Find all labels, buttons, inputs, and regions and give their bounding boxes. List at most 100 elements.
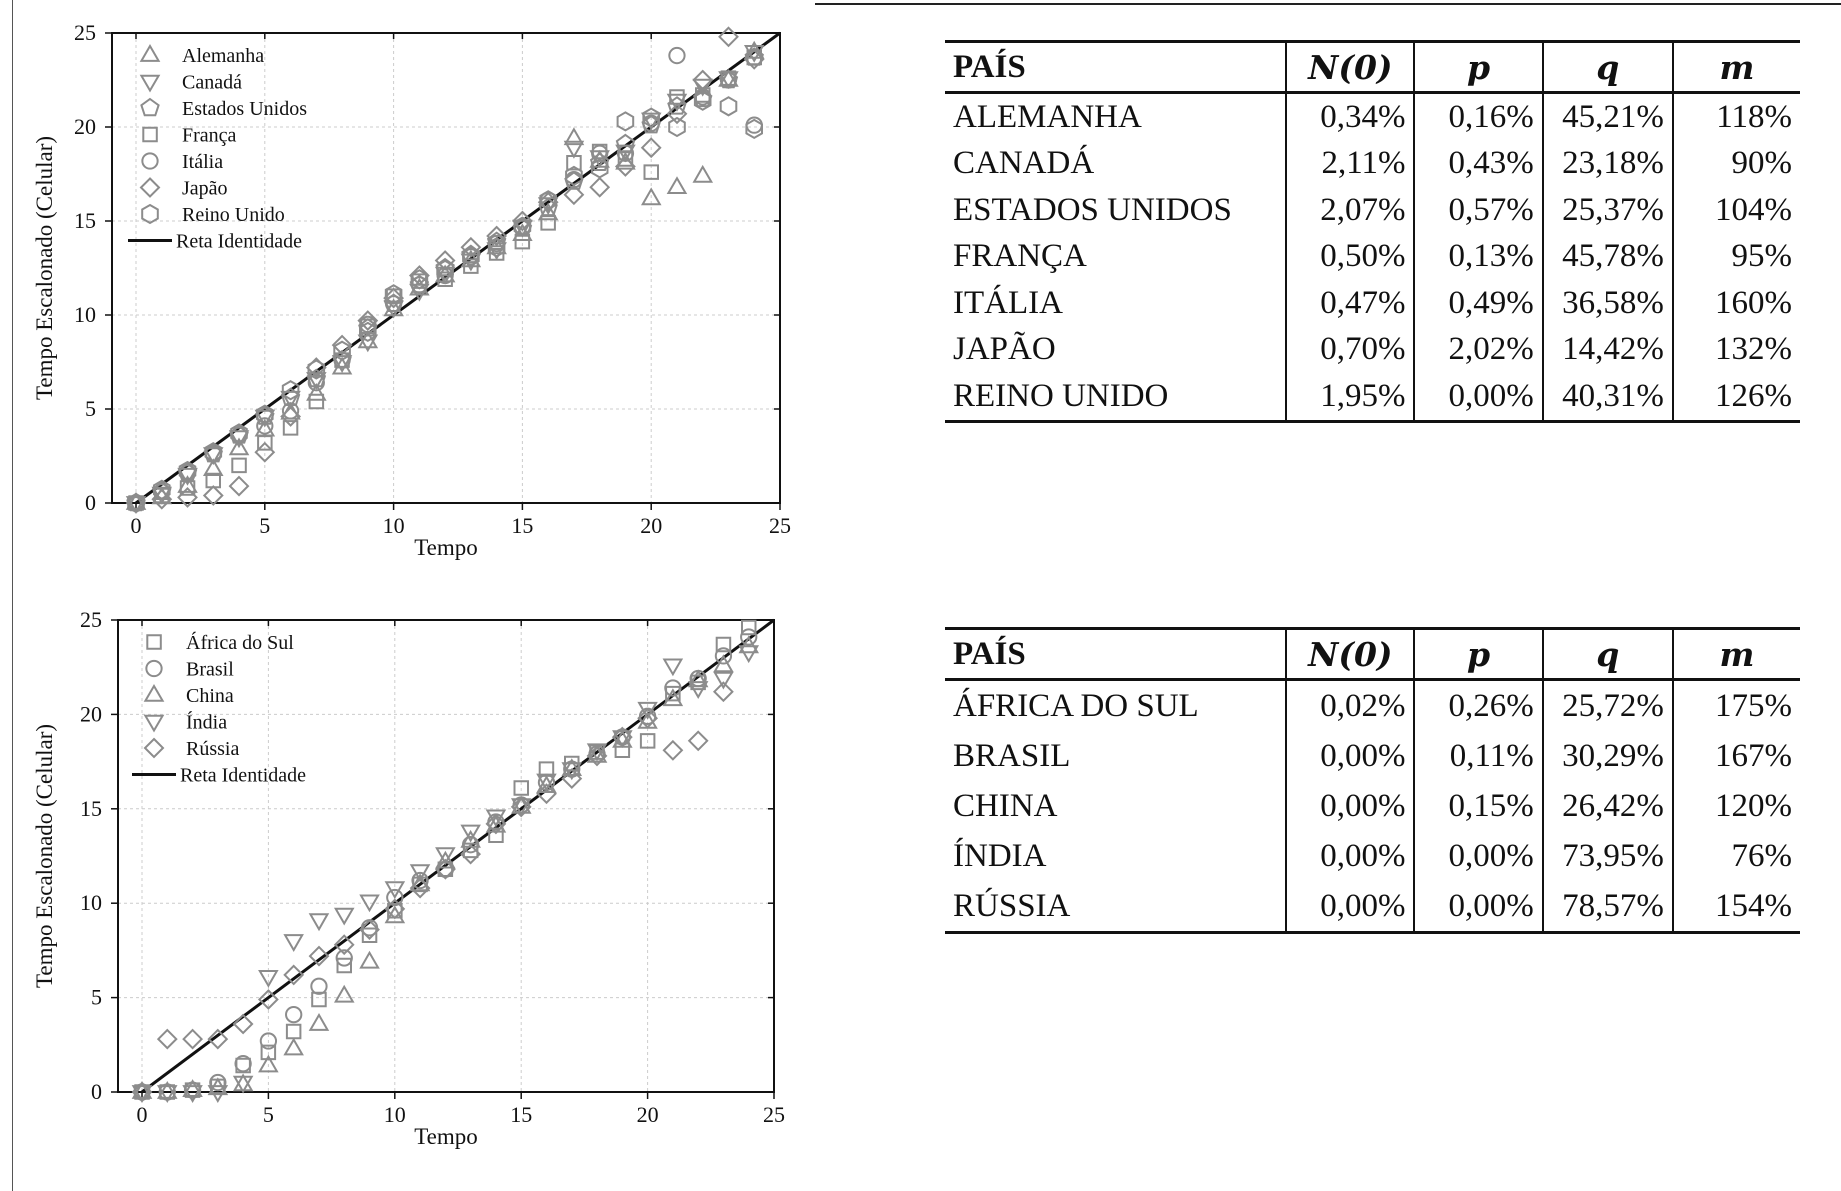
data-point (260, 1044, 277, 1061)
data-point (640, 187, 662, 206)
legend-label: Reta Identidade (180, 765, 306, 787)
data-point (177, 475, 198, 493)
cell-value: 0,50% (1285, 233, 1415, 280)
data-point (333, 984, 355, 1003)
data-point (740, 628, 758, 646)
data-point (713, 654, 734, 673)
y-tick-label: 20 (74, 114, 96, 139)
cell-value: 2,11% (1285, 140, 1415, 187)
table-developed-countries: PAÍS N(0) p q m ALEMANHA 0,34% 0,16% 45,21%… (945, 40, 1800, 423)
data-point (182, 1028, 204, 1050)
data-point (687, 730, 709, 752)
data-point (536, 775, 557, 793)
data-point (207, 1028, 229, 1050)
data-point (435, 850, 456, 869)
data-point (637, 707, 659, 729)
x-tick-label: 0 (137, 1102, 148, 1127)
data-point (409, 864, 431, 883)
y-tick-label: 5 (91, 985, 102, 1010)
data-point (254, 409, 276, 428)
data-point (639, 733, 656, 749)
header-q: q (1541, 628, 1673, 680)
table-row: JAPÃO 0,70% 2,02% 14,42% 132% (945, 326, 1800, 373)
cell-value: 45,21% (1541, 92, 1673, 141)
cell-value: 0,00% (1413, 881, 1543, 933)
legend-label: Rússia (186, 738, 239, 760)
data-point (437, 271, 453, 287)
data-point (178, 460, 197, 482)
cell-value: 0,26% (1413, 679, 1543, 731)
legend-label: Reta Identidade (176, 231, 302, 253)
data-point (561, 768, 583, 790)
data-point (156, 1080, 178, 1099)
x-tick-label: 20 (637, 1102, 659, 1127)
y-tick-label: 25 (80, 607, 102, 632)
header-p: p (1413, 628, 1543, 680)
table-row: ÍNDIA 0,00% 0,00% 73,95% 76% (945, 831, 1800, 881)
data-point (565, 165, 583, 187)
data-point (383, 287, 405, 309)
cell-country: CHINA (953, 787, 1058, 824)
cell-value: 30,29% (1541, 731, 1673, 781)
legend-label: Alemanha (182, 45, 264, 67)
table-row: FRANÇA 0,50% 0,13% 45,78% 95% (945, 233, 1800, 280)
data-point (664, 679, 682, 697)
data-point (537, 202, 559, 221)
cell-value: 104% (1671, 187, 1800, 234)
data-point (460, 843, 482, 865)
table-row: REINO UNIDO 1,95% 0,00% 40,31% 126% (945, 373, 1800, 421)
cell-country: FRANÇA (953, 238, 1087, 275)
y-tick-label: 10 (80, 890, 102, 915)
data-point (231, 457, 247, 474)
cell-country: ÍNDIA (953, 837, 1047, 874)
data-point (177, 486, 198, 508)
data-point (331, 334, 353, 356)
cell-value: 0,47% (1285, 280, 1415, 327)
data-point (666, 103, 688, 125)
data-point (637, 701, 658, 720)
header-m: m (1671, 628, 1800, 680)
cell-value: 0,00% (1285, 831, 1415, 881)
data-point (384, 295, 403, 313)
legend-marker (146, 634, 162, 650)
cell-value: 0,00% (1285, 731, 1415, 781)
plot-frame (111, 32, 781, 504)
data-point (204, 442, 223, 463)
data-point (462, 246, 480, 267)
data-point (745, 118, 763, 140)
data-point (488, 245, 505, 261)
x-tick-label: 10 (384, 1102, 406, 1127)
data-point (662, 688, 684, 707)
data-point (308, 1012, 330, 1031)
cell-value: 0,00% (1413, 373, 1543, 421)
data-point (563, 140, 585, 159)
data-point (436, 259, 454, 281)
data-point (409, 877, 431, 899)
data-point (283, 1037, 304, 1056)
cell-value: 78,57% (1541, 881, 1673, 933)
header-n0: N(0) (1285, 41, 1415, 93)
data-point (131, 1085, 153, 1104)
data-point (410, 269, 429, 290)
data-point (408, 265, 430, 286)
data-point (307, 374, 325, 392)
x-tick-label: 5 (259, 513, 270, 538)
data-point (361, 927, 378, 943)
data-point (228, 430, 250, 449)
data-point (460, 824, 481, 843)
x-tick-label: 25 (769, 513, 791, 538)
data-point (306, 383, 327, 401)
data-point (331, 355, 353, 374)
cell-value: 167% (1671, 731, 1800, 781)
identity-line (135, 31, 781, 505)
cell-country: REINO UNIDO (953, 377, 1169, 414)
table-row: CANADÁ 2,11% 0,43% 23,18% 90% (945, 140, 1800, 187)
x-axis-label: Tempo (414, 1124, 478, 1149)
cell-value: 120% (1671, 781, 1800, 831)
header-country: PAÍS (953, 48, 1026, 85)
cell-value: 126% (1671, 373, 1800, 421)
table-row: RÚSSIA 0,00% 0,00% 78,57% 154% (945, 881, 1800, 933)
table-row: CHINA 0,00% 0,15% 26,42% 120% (945, 781, 1800, 831)
data-point (589, 176, 611, 198)
data-point (257, 989, 279, 1010)
